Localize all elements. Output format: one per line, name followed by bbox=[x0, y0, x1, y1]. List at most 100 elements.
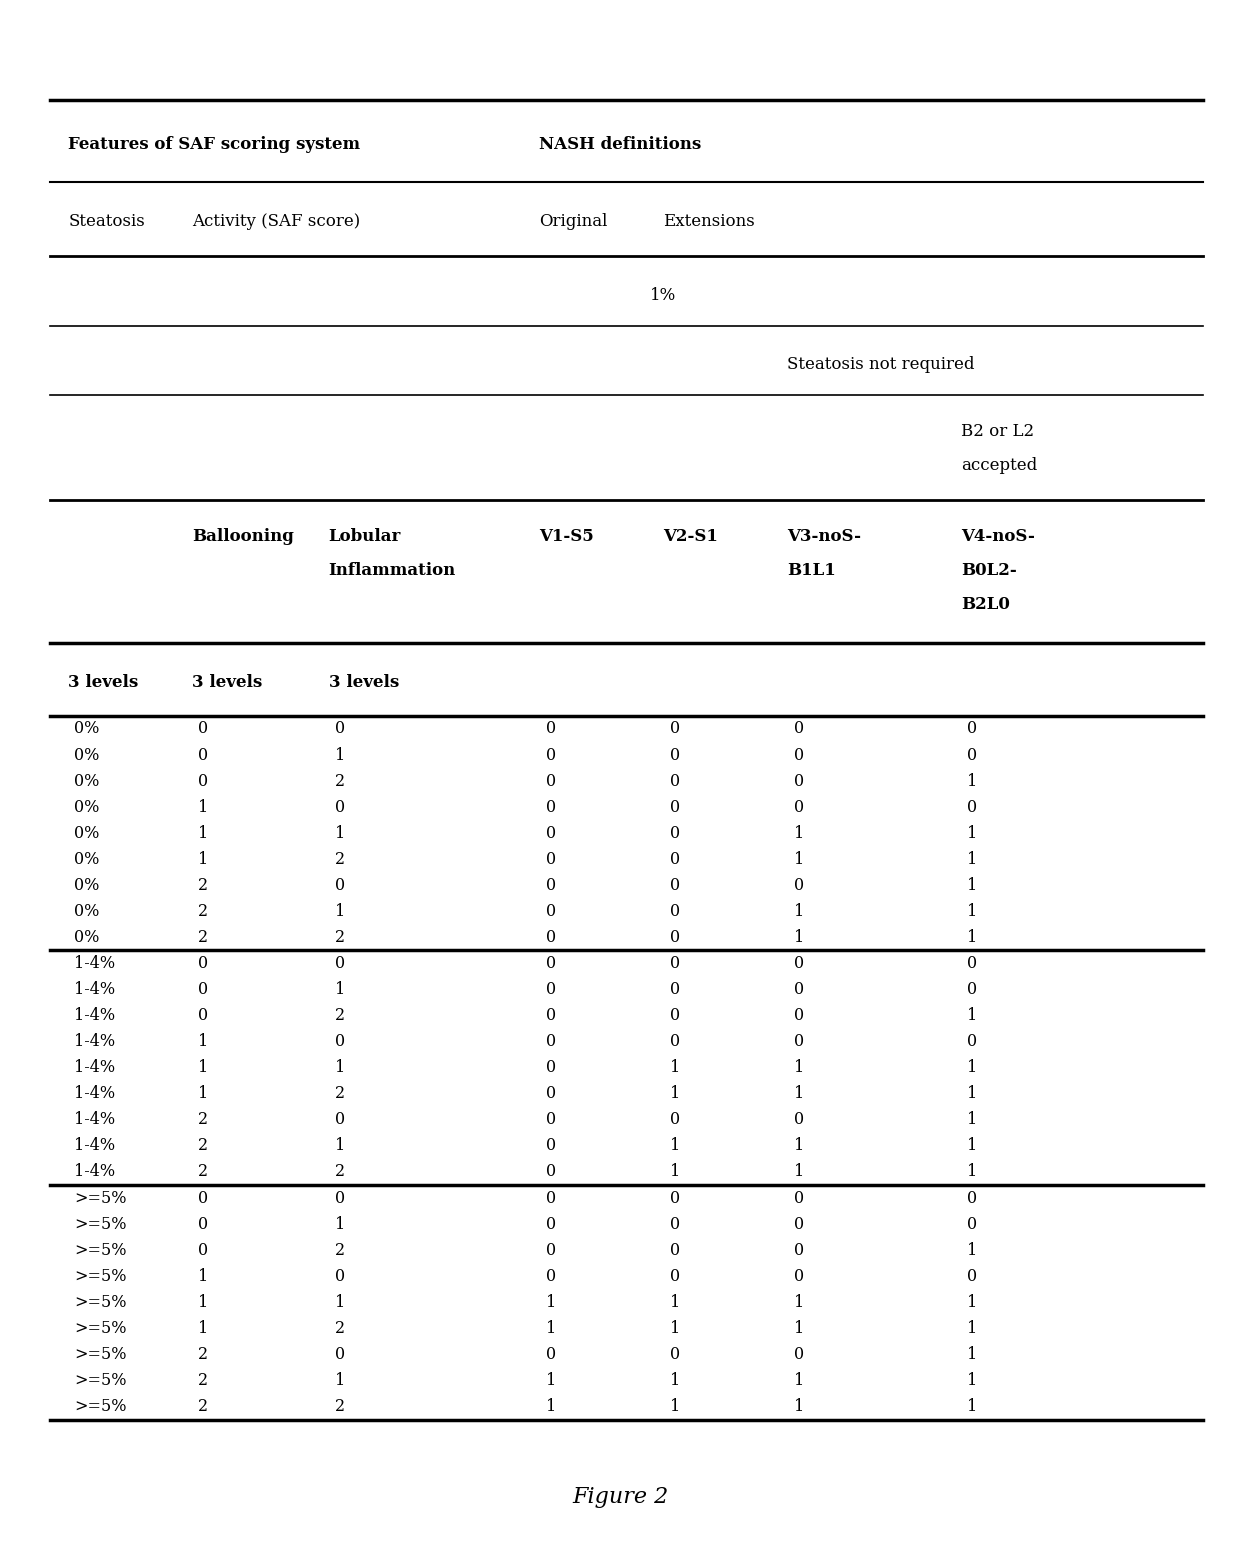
Text: 1: 1 bbox=[198, 1268, 208, 1285]
Text: 1-4%: 1-4% bbox=[74, 1058, 115, 1077]
Text: 2: 2 bbox=[198, 1111, 208, 1128]
Text: 1: 1 bbox=[967, 903, 977, 920]
Text: 3 levels: 3 levels bbox=[192, 674, 263, 691]
Text: 0: 0 bbox=[670, 1268, 680, 1285]
Text: 0: 0 bbox=[335, 876, 345, 893]
Text: 1: 1 bbox=[670, 1319, 680, 1336]
Text: V1-S5: V1-S5 bbox=[539, 528, 594, 545]
Text: 1: 1 bbox=[794, 929, 804, 946]
Text: 1: 1 bbox=[967, 1319, 977, 1336]
Text: 0%: 0% bbox=[74, 876, 99, 893]
Text: 0: 0 bbox=[794, 1034, 804, 1051]
Text: 2: 2 bbox=[198, 1345, 208, 1362]
Text: 0%: 0% bbox=[74, 850, 99, 867]
Text: 1-4%: 1-4% bbox=[74, 1008, 115, 1025]
Text: 1: 1 bbox=[967, 850, 977, 867]
Text: 0: 0 bbox=[198, 1008, 208, 1025]
Text: 0: 0 bbox=[335, 799, 345, 816]
Text: 0: 0 bbox=[546, 1058, 556, 1077]
Text: Figure 2: Figure 2 bbox=[572, 1486, 668, 1508]
Text: B1L1: B1L1 bbox=[787, 562, 836, 579]
Text: 0: 0 bbox=[670, 1034, 680, 1051]
Text: Features of SAF scoring system: Features of SAF scoring system bbox=[68, 136, 361, 153]
Text: 0: 0 bbox=[794, 773, 804, 790]
Text: 1: 1 bbox=[670, 1137, 680, 1154]
Text: Lobular: Lobular bbox=[329, 528, 401, 545]
Text: 0: 0 bbox=[546, 721, 556, 738]
Text: 0: 0 bbox=[335, 955, 345, 972]
Text: 1: 1 bbox=[967, 1242, 977, 1259]
Text: 0: 0 bbox=[546, 799, 556, 816]
Text: 0: 0 bbox=[794, 876, 804, 893]
Text: 1%: 1% bbox=[650, 287, 677, 304]
Text: 0: 0 bbox=[967, 955, 977, 972]
Text: 1: 1 bbox=[967, 773, 977, 790]
Text: 0: 0 bbox=[794, 1345, 804, 1362]
Text: >=5%: >=5% bbox=[74, 1268, 126, 1285]
Text: 1: 1 bbox=[198, 850, 208, 867]
Text: 1: 1 bbox=[546, 1319, 556, 1336]
Text: 2: 2 bbox=[335, 929, 345, 946]
Text: 0: 0 bbox=[670, 1345, 680, 1362]
Text: 0: 0 bbox=[670, 1242, 680, 1259]
Text: 0: 0 bbox=[794, 1190, 804, 1207]
Text: 0: 0 bbox=[794, 1111, 804, 1128]
Text: 0: 0 bbox=[670, 903, 680, 920]
Text: 1: 1 bbox=[546, 1398, 556, 1415]
Text: 2: 2 bbox=[198, 929, 208, 946]
Text: 1: 1 bbox=[670, 1293, 680, 1312]
Text: 1: 1 bbox=[794, 824, 804, 842]
Text: 0: 0 bbox=[967, 1268, 977, 1285]
Text: 2: 2 bbox=[335, 1085, 345, 1102]
Text: 1: 1 bbox=[967, 1137, 977, 1154]
Text: 0: 0 bbox=[198, 747, 208, 764]
Text: 1-4%: 1-4% bbox=[74, 1137, 115, 1154]
Text: 1: 1 bbox=[670, 1372, 680, 1389]
Text: B0L2-: B0L2- bbox=[961, 562, 1017, 579]
Text: V4-noS-: V4-noS- bbox=[961, 528, 1035, 545]
Text: 1: 1 bbox=[670, 1398, 680, 1415]
Text: 0: 0 bbox=[546, 1163, 556, 1180]
Text: 0: 0 bbox=[794, 955, 804, 972]
Text: 1: 1 bbox=[335, 747, 345, 764]
Text: 0: 0 bbox=[967, 799, 977, 816]
Text: 0: 0 bbox=[198, 1242, 208, 1259]
Text: 0: 0 bbox=[546, 1190, 556, 1207]
Text: 0: 0 bbox=[546, 955, 556, 972]
Text: 1-4%: 1-4% bbox=[74, 955, 115, 972]
Text: 1: 1 bbox=[794, 1293, 804, 1312]
Text: 0: 0 bbox=[335, 1034, 345, 1051]
Text: 0: 0 bbox=[546, 929, 556, 946]
Text: Extensions: Extensions bbox=[663, 213, 755, 230]
Text: 1: 1 bbox=[794, 1085, 804, 1102]
Text: Ballooning: Ballooning bbox=[192, 528, 294, 545]
Text: 1: 1 bbox=[198, 1034, 208, 1051]
Text: 0: 0 bbox=[670, 747, 680, 764]
Text: 1: 1 bbox=[335, 903, 345, 920]
Text: 0: 0 bbox=[546, 1111, 556, 1128]
Text: 1: 1 bbox=[967, 1398, 977, 1415]
Text: 1-4%: 1-4% bbox=[74, 1034, 115, 1051]
Text: 0: 0 bbox=[546, 747, 556, 764]
Text: 0: 0 bbox=[335, 721, 345, 738]
Text: 1: 1 bbox=[794, 1372, 804, 1389]
Text: 0: 0 bbox=[670, 876, 680, 893]
Text: 1: 1 bbox=[794, 1319, 804, 1336]
Text: >=5%: >=5% bbox=[74, 1345, 126, 1362]
Text: 1: 1 bbox=[546, 1372, 556, 1389]
Text: Original: Original bbox=[539, 213, 608, 230]
Text: 0: 0 bbox=[546, 1268, 556, 1285]
Text: >=5%: >=5% bbox=[74, 1216, 126, 1233]
Text: 2: 2 bbox=[335, 1008, 345, 1025]
Text: 2: 2 bbox=[335, 1319, 345, 1336]
Text: 1: 1 bbox=[794, 1163, 804, 1180]
Text: >=5%: >=5% bbox=[74, 1319, 126, 1336]
Text: 1: 1 bbox=[794, 850, 804, 867]
Text: 2: 2 bbox=[198, 876, 208, 893]
Text: 0: 0 bbox=[198, 721, 208, 738]
Text: 1: 1 bbox=[198, 799, 208, 816]
Text: 2: 2 bbox=[198, 1398, 208, 1415]
Text: >=5%: >=5% bbox=[74, 1372, 126, 1389]
Text: 0%: 0% bbox=[74, 799, 99, 816]
Text: B2L0: B2L0 bbox=[961, 596, 1009, 613]
